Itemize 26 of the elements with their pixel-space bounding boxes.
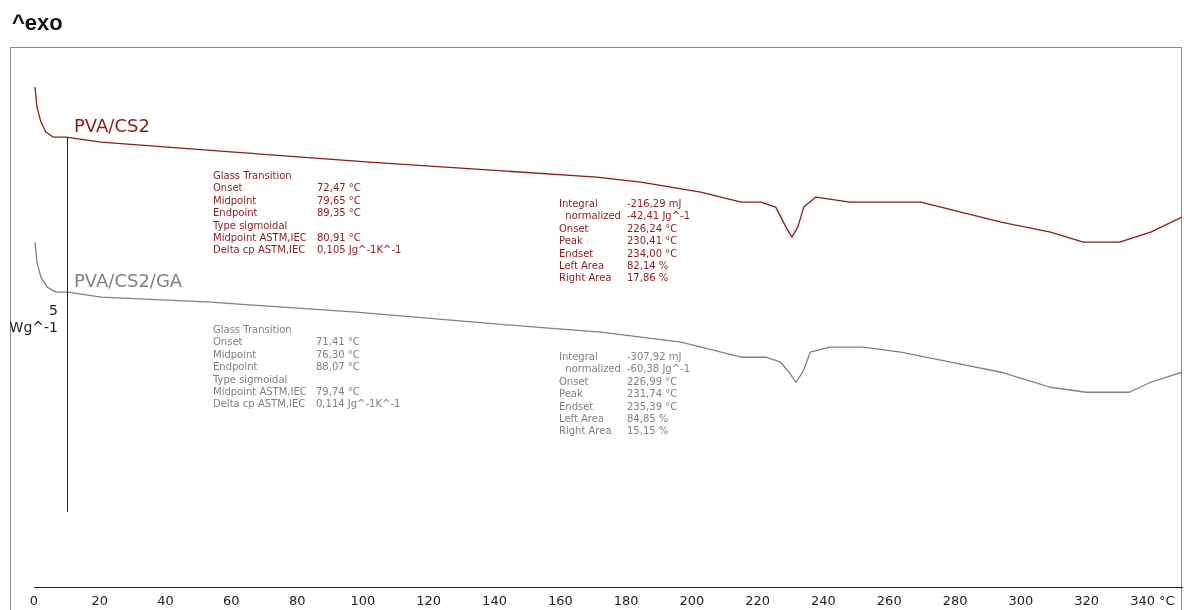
text: Integral -307,92 mJ normalized -60,38 Jg^-1 Onset 226,99 °C Peak 231,74 °C Endset 235,39 °C Left Area 84,85 % Right Area 15,15 % xyxy=(559,351,691,437)
text: Integral -216,29 mJ normalized -42,41 Jg^-1 Onset 226,24 °C Peak 230,41 °C Endset 234,00 °C Left Area 82,14 % Right Area 17,86 % xyxy=(559,198,691,284)
x-tick-label: 260 xyxy=(876,592,902,608)
x-tick-label: 40 xyxy=(157,592,174,608)
x-tick-label: 60 xyxy=(223,592,240,608)
x-tick-label: 120 xyxy=(416,592,442,608)
x-tick-label: 100 xyxy=(350,592,376,608)
text: Glass Transition Onset 71,41 °C Midpoint 76,30 °C Endpoint 88,07 °C Type sigmoidal Midpoint ASTM,IEC 79,74 °C Delta cp ASTM,IEC 0,114 Jg^-1K^-1 xyxy=(213,324,401,410)
x-tick-label: 340 °C xyxy=(1130,592,1175,608)
x-tick-label: 160 xyxy=(547,592,573,608)
text: Glass Transition Onset 72,47 °C Midpoint 79,65 °C Endpoint 89,35 °C Type sigmoidal Midpoint ASTM,IEC 80,91 °C Delta cp ASTM,IEC 0,105 Jg^-1K^-1 xyxy=(213,170,402,256)
x-tick-label: 20 xyxy=(91,592,109,608)
x-tick-label: 220 xyxy=(745,592,771,608)
x-tick-label: 80 xyxy=(288,592,306,608)
x-tick-label: 200 xyxy=(679,592,705,608)
x-tick-label: 280 xyxy=(942,592,968,608)
x-tick-label: 0 xyxy=(29,592,39,608)
series-label: PVA/CS2/GA xyxy=(73,270,183,292)
x-tick-label: 240 xyxy=(811,592,836,608)
x-tick-label: 320 xyxy=(1074,592,1100,608)
y-axis-title: 5 Wg^-1 xyxy=(8,302,58,336)
series-label: PVA/CS2 xyxy=(73,115,150,137)
chart-title: ^exo xyxy=(12,10,63,36)
x-tick-label: 140 xyxy=(482,592,507,608)
x-tick-label: 180 xyxy=(613,592,639,608)
x-tick-label: 300 xyxy=(1008,592,1034,608)
